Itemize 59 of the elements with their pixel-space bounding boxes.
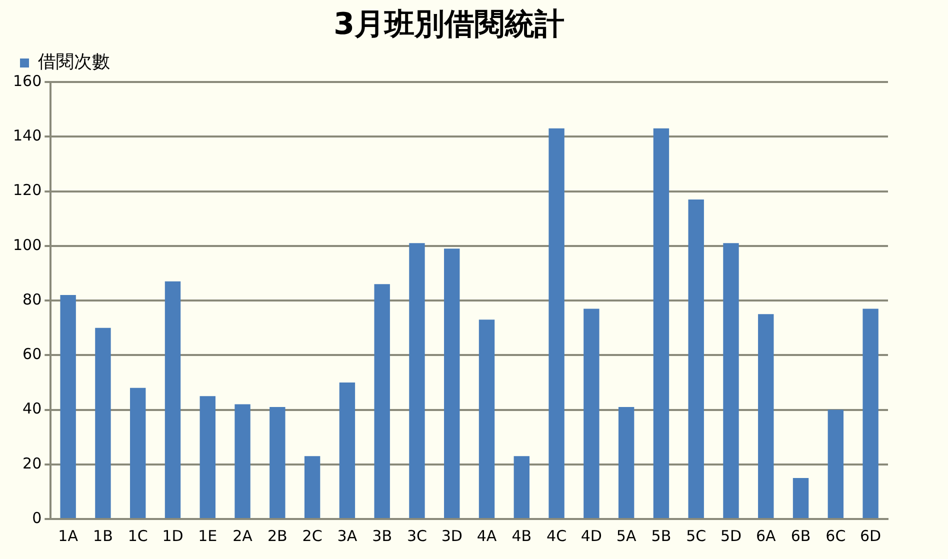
y-tick-label: 160 bbox=[12, 72, 42, 90]
bar bbox=[618, 407, 634, 518]
x-tick-label: 3A bbox=[337, 526, 358, 545]
x-tick-label: 4B bbox=[512, 526, 532, 545]
x-tick-label: 5D bbox=[720, 526, 742, 545]
y-tick-label: 80 bbox=[22, 290, 42, 308]
x-tick-label: 3C bbox=[406, 526, 427, 545]
bar bbox=[828, 410, 844, 518]
bar bbox=[584, 308, 600, 518]
bar bbox=[234, 404, 250, 518]
bar bbox=[653, 128, 670, 518]
x-tick-label: 1B bbox=[93, 526, 113, 545]
bar bbox=[200, 396, 216, 518]
x-tick-label: 1E bbox=[198, 526, 218, 545]
x-tick-label: 1A bbox=[58, 526, 79, 545]
chart-title: 3月班別借閱統計 bbox=[334, 6, 564, 42]
bar bbox=[478, 320, 495, 518]
y-tick-label: 140 bbox=[12, 126, 42, 145]
bar bbox=[792, 478, 809, 518]
bar bbox=[758, 314, 774, 518]
x-tick-label: 1D bbox=[162, 526, 184, 545]
x-tick-label: 2B bbox=[267, 526, 288, 545]
bar bbox=[514, 456, 530, 518]
x-tick-label: 6D bbox=[860, 526, 882, 545]
x-tick-label: 4D bbox=[580, 526, 602, 545]
x-tick-label: 2A bbox=[232, 526, 254, 545]
y-tick-label: 100 bbox=[12, 236, 42, 254]
bar bbox=[409, 243, 425, 518]
x-tick-label: 3B bbox=[372, 526, 392, 545]
y-tick-label: 40 bbox=[22, 400, 42, 418]
bar bbox=[374, 284, 390, 518]
x-tick-label: 6B bbox=[790, 526, 811, 545]
bar bbox=[130, 388, 146, 518]
x-tick-label: 5A bbox=[616, 526, 637, 545]
bar bbox=[164, 281, 181, 518]
bar bbox=[444, 248, 460, 518]
bar bbox=[862, 308, 878, 518]
x-tick-label: 6A bbox=[756, 526, 777, 545]
y-tick-label: 20 bbox=[22, 454, 42, 472]
bar bbox=[304, 456, 320, 518]
bar bbox=[339, 382, 356, 518]
x-tick-label: 6C bbox=[826, 526, 846, 545]
bar bbox=[270, 407, 286, 518]
bar bbox=[723, 243, 739, 518]
y-tick-label: 60 bbox=[22, 345, 42, 364]
y-tick-label: 120 bbox=[12, 181, 42, 200]
bar bbox=[60, 295, 76, 518]
x-tick-label: 4A bbox=[476, 526, 498, 545]
legend-label: 借閱次數 bbox=[38, 52, 110, 73]
x-tick-label: 4C bbox=[546, 526, 567, 545]
x-tick-label: 2C bbox=[302, 526, 322, 545]
bar bbox=[95, 328, 111, 518]
y-tick-label: 0 bbox=[32, 508, 42, 527]
x-tick-label: 1C bbox=[128, 526, 148, 545]
x-tick-label: 5B bbox=[651, 526, 672, 545]
x-tick-label: 5C bbox=[686, 526, 706, 545]
bar bbox=[688, 199, 704, 518]
x-tick-label: 3D bbox=[441, 526, 462, 545]
bar bbox=[548, 128, 564, 518]
